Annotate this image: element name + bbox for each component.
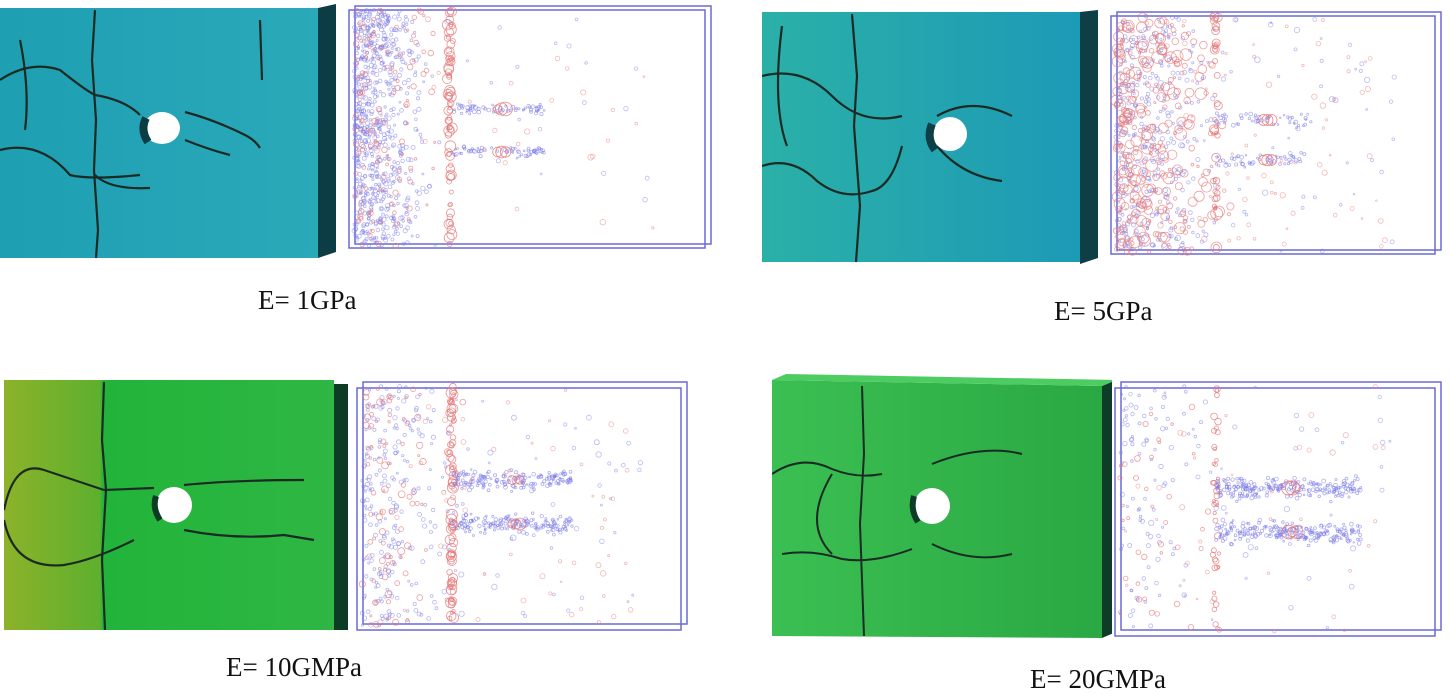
panel-caption: E= 20GMPa [1030,664,1166,694]
acoustic-emission-plot [1114,381,1442,637]
panel-e-10gmpa: E= 10GMPa [0,370,720,696]
acoustic-emission-plot [356,381,688,631]
panel-e-1gpa: E= 1GPa [0,0,720,340]
acoustic-emission-plot [1110,11,1442,256]
acoustic-emission-plot [348,5,712,249]
panel-caption: E= 10GMPa [226,652,362,682]
panel-e-5gpa: E= 5GPa [730,0,1450,340]
panel-caption: E= 1GPa [258,285,357,315]
panel-caption: E= 5GPa [1054,296,1153,326]
rock-slab-model [0,4,336,259]
rock-slab-model [4,380,348,631]
rock-slab-model [772,374,1112,638]
rock-slab-model [762,10,1098,264]
panel-e-20gmpa: E= 20GMPa [730,370,1450,696]
